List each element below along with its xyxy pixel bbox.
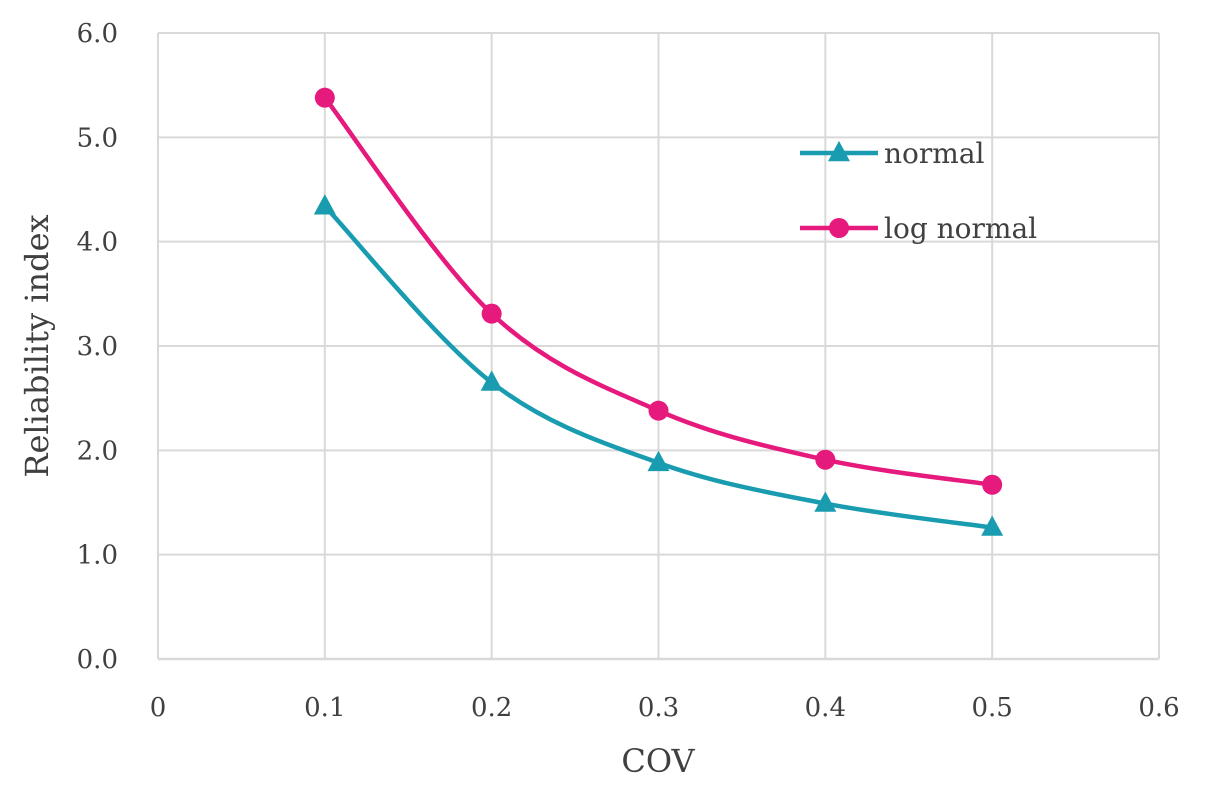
y-tick-label: 3.0: [77, 332, 118, 362]
data-point: [647, 450, 670, 472]
data-point: [313, 194, 336, 215]
series-line: [322, 95, 995, 488]
legend-marker: [828, 140, 850, 162]
legend-item: log normal: [800, 212, 1037, 245]
data-point: [981, 515, 1004, 536]
series-line: [322, 203, 995, 530]
x-tick-label: 0.3: [638, 693, 679, 723]
y-axis-tick-labels: 0.0 1.0 2.0 3.0 4.0 5.0 6.0: [77, 19, 118, 675]
x-tick-label: 0.4: [805, 693, 846, 723]
series-normal: [313, 194, 1004, 536]
legend-item: normal: [800, 137, 985, 170]
y-tick-label: 4.0: [77, 228, 118, 258]
x-tick-label: 0.2: [471, 693, 512, 723]
x-tick-label: 0: [150, 693, 167, 723]
x-tick-label: 0.5: [971, 693, 1012, 723]
legend: normal log normal: [800, 137, 1037, 245]
y-tick-label: 0.0: [77, 645, 118, 675]
data-point: [480, 370, 503, 391]
series-layer: [313, 87, 1004, 536]
data-point: [481, 303, 502, 324]
legend-marker: [829, 218, 849, 238]
data-point: [982, 474, 1003, 495]
x-tick-label: 0.1: [304, 693, 345, 723]
x-axis-tick-labels: 0 0.1 0.2 0.3 0.4 0.5 0.6: [150, 693, 1180, 723]
x-axis-title: COV: [621, 742, 695, 780]
y-tick-label: 5.0: [77, 123, 118, 153]
y-tick-label: 6.0: [77, 19, 118, 49]
grid: [157, 32, 1160, 661]
y-tick-label: 2.0: [77, 436, 118, 466]
series-log-normal: [314, 87, 1003, 495]
data-point: [648, 400, 669, 421]
data-point: [314, 87, 335, 108]
legend-label: normal: [884, 137, 985, 170]
y-axis-title: Reliability index: [18, 214, 56, 477]
legend-label: log normal: [884, 212, 1037, 245]
data-point: [814, 491, 837, 512]
x-tick-label: 0.6: [1138, 693, 1179, 723]
data-point: [815, 449, 836, 470]
y-tick-label: 1.0: [77, 541, 118, 571]
